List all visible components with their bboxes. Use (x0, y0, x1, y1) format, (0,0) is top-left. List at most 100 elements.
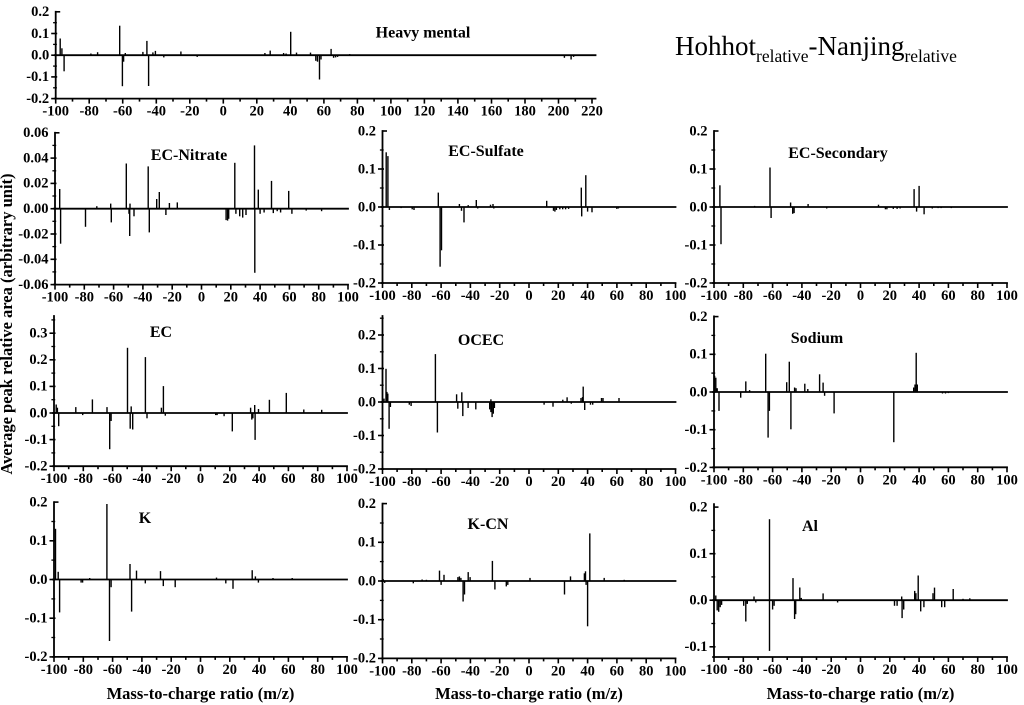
svg-text:0.1: 0.1 (689, 546, 707, 562)
svg-text:-60: -60 (431, 474, 450, 490)
svg-text:100: 100 (996, 662, 1018, 678)
svg-text:-40: -40 (461, 663, 480, 679)
svg-text:0.0: 0.0 (358, 199, 376, 215)
svg-text:100: 100 (380, 104, 402, 120)
svg-text:40: 40 (912, 288, 927, 304)
svg-text:-40: -40 (132, 662, 151, 678)
svg-text:0.1: 0.1 (358, 361, 376, 377)
svg-text:-20: -20 (490, 663, 509, 679)
svg-text:-40: -40 (133, 290, 152, 306)
svg-text:-100: -100 (42, 104, 69, 120)
svg-text:-60: -60 (103, 471, 122, 487)
svg-text:20: 20 (883, 288, 898, 304)
svg-text:-20: -20 (162, 471, 181, 487)
svg-text:20: 20 (250, 104, 265, 120)
svg-text:60: 60 (610, 663, 625, 679)
svg-text:0.1: 0.1 (29, 379, 47, 395)
svg-text:0: 0 (525, 663, 532, 679)
svg-text:0.1: 0.1 (31, 26, 49, 42)
svg-text:40: 40 (580, 288, 595, 304)
svg-text:-0.2: -0.2 (353, 461, 376, 477)
svg-text:60: 60 (282, 290, 297, 306)
svg-text:-40: -40 (792, 662, 811, 678)
svg-text:20: 20 (883, 472, 898, 488)
svg-text:-20: -20 (490, 288, 509, 304)
svg-text:0.1: 0.1 (358, 161, 376, 177)
svg-text:-0.1: -0.1 (25, 432, 48, 448)
svg-text:40: 40 (580, 474, 595, 490)
svg-text:0.0: 0.0 (29, 405, 47, 421)
svg-text:-0.2: -0.2 (25, 459, 48, 475)
svg-text:0.06: 0.06 (23, 125, 48, 141)
svg-text:60: 60 (610, 288, 625, 304)
svg-text:Sodium: Sodium (791, 330, 844, 347)
svg-text:-20: -20 (822, 472, 841, 488)
svg-text:-80: -80 (75, 290, 94, 306)
svg-text:EC-Nitrate: EC-Nitrate (151, 147, 227, 164)
svg-text:-100: -100 (701, 662, 728, 678)
svg-text:0.0: 0.0 (358, 394, 376, 410)
svg-text:-100: -100 (369, 288, 396, 304)
svg-text:-80: -80 (74, 471, 93, 487)
svg-text:-100: -100 (701, 288, 728, 304)
svg-text:120: 120 (414, 104, 436, 120)
svg-text:-0.1: -0.1 (25, 611, 48, 627)
svg-text:-20: -20 (822, 288, 841, 304)
svg-text:140: 140 (447, 104, 469, 120)
svg-text:0.0: 0.0 (358, 573, 376, 589)
svg-text:-60: -60 (113, 104, 132, 120)
svg-text:Heavy mental: Heavy mental (376, 25, 471, 42)
svg-text:-0.1: -0.1 (353, 612, 376, 628)
svg-text:80: 80 (639, 474, 654, 490)
svg-text:-80: -80 (734, 662, 753, 678)
svg-text:80: 80 (639, 663, 654, 679)
svg-text:60: 60 (281, 662, 296, 678)
svg-text:-0.2: -0.2 (685, 460, 708, 476)
svg-text:20: 20 (224, 290, 239, 306)
svg-text:60: 60 (281, 471, 296, 487)
svg-text:-100: -100 (369, 663, 396, 679)
svg-text:0.2: 0.2 (358, 496, 376, 512)
svg-text:100: 100 (337, 290, 359, 306)
svg-text:-0.2: -0.2 (26, 91, 49, 107)
svg-text:20: 20 (551, 474, 566, 490)
svg-text:-0.1: -0.1 (353, 237, 376, 253)
svg-text:60: 60 (941, 472, 956, 488)
svg-text:20: 20 (223, 471, 238, 487)
svg-text:160: 160 (481, 104, 503, 120)
svg-text:40: 40 (580, 663, 595, 679)
svg-text:80: 80 (639, 288, 654, 304)
svg-text:40: 40 (252, 662, 267, 678)
svg-text:0.2: 0.2 (358, 327, 376, 343)
svg-text:EC: EC (150, 324, 172, 341)
svg-text:Al: Al (802, 518, 819, 535)
svg-text:0.04: 0.04 (23, 150, 48, 166)
svg-text:K: K (139, 510, 152, 527)
svg-text:220: 220 (581, 104, 603, 120)
svg-text:0: 0 (220, 104, 227, 120)
svg-text:-0.1: -0.1 (685, 237, 708, 253)
svg-text:0: 0 (857, 472, 864, 488)
svg-text:-60: -60 (431, 288, 450, 304)
svg-text:-0.1: -0.1 (685, 639, 708, 655)
svg-text:-0.2: -0.2 (353, 651, 376, 667)
svg-text:20: 20 (551, 663, 566, 679)
svg-text:0.02: 0.02 (23, 176, 48, 192)
svg-text:-60: -60 (763, 288, 782, 304)
svg-text:100: 100 (665, 474, 687, 490)
svg-text:100: 100 (996, 288, 1018, 304)
svg-text:-100: -100 (41, 662, 68, 678)
svg-text:40: 40 (253, 290, 268, 306)
svg-text:0.2: 0.2 (31, 4, 49, 20)
svg-text:-0.02: -0.02 (18, 226, 48, 242)
svg-text:-40: -40 (792, 472, 811, 488)
svg-text:0.2: 0.2 (358, 123, 376, 139)
svg-text:-40: -40 (792, 288, 811, 304)
svg-text:0.0: 0.0 (689, 199, 707, 215)
svg-text:60: 60 (317, 104, 332, 120)
svg-text:EC-Sulfate: EC-Sulfate (448, 143, 524, 160)
svg-text:-20: -20 (163, 290, 182, 306)
svg-text:-80: -80 (402, 663, 421, 679)
svg-text:0.2: 0.2 (29, 352, 47, 368)
svg-text:-60: -60 (104, 290, 123, 306)
